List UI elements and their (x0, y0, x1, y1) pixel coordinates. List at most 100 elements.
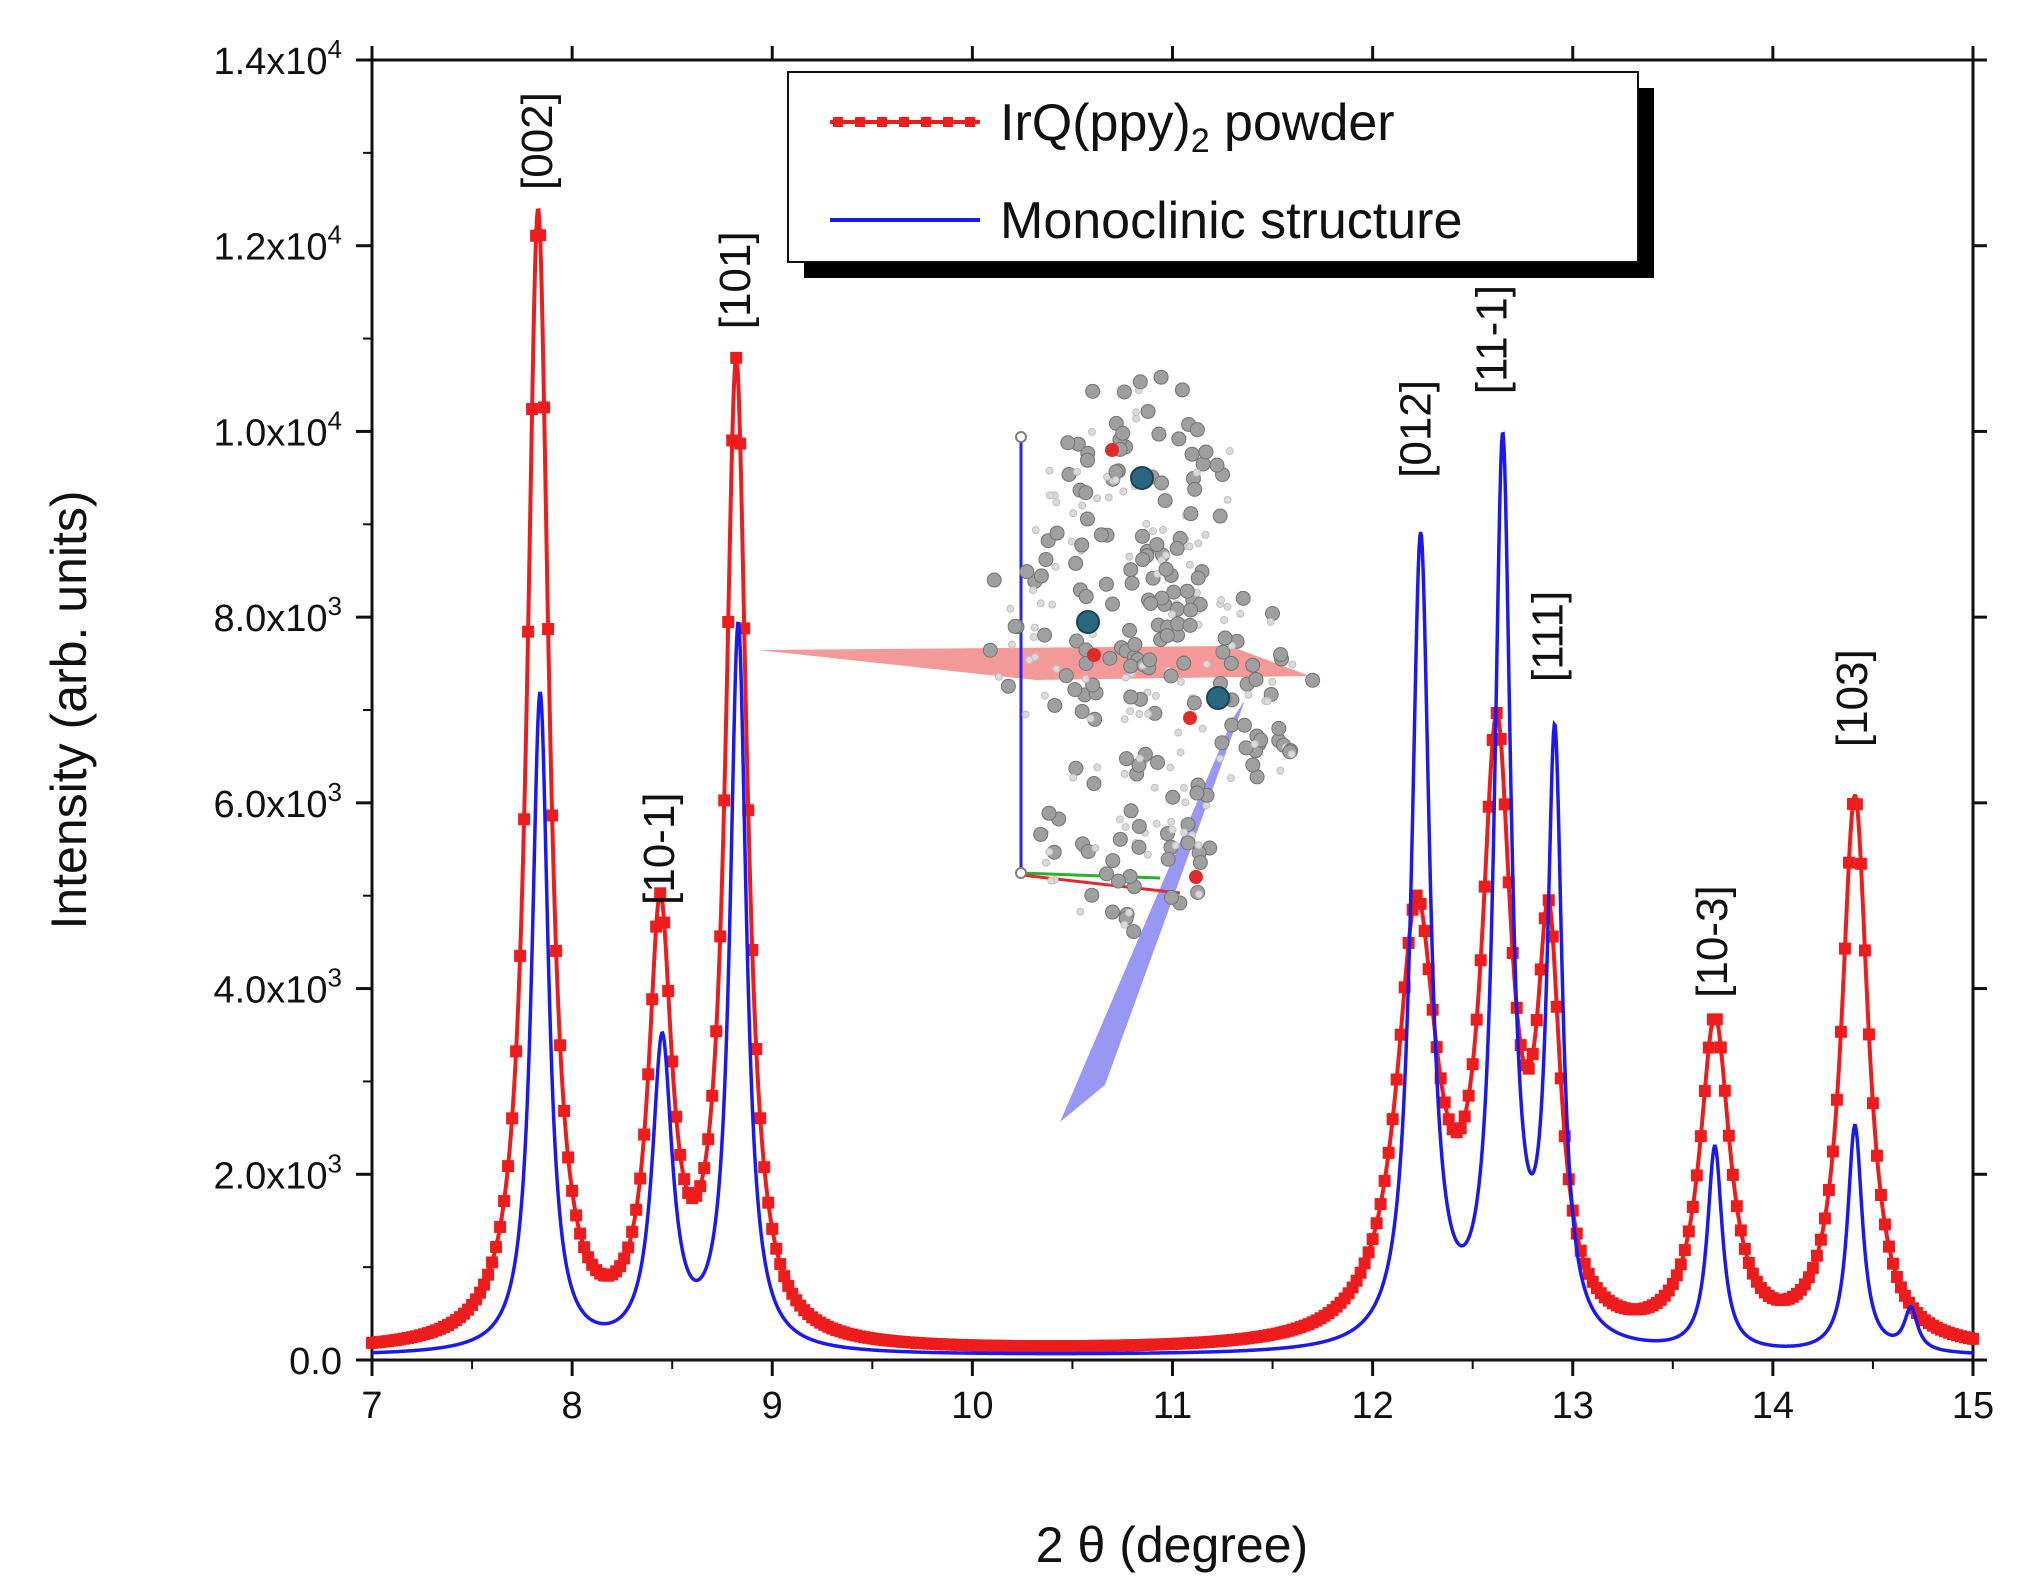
data-point (774, 1258, 787, 1271)
atom (1038, 552, 1054, 568)
atom (1143, 850, 1152, 859)
data-point (674, 1148, 687, 1161)
data-point (1818, 1212, 1831, 1225)
atom (1179, 583, 1195, 599)
atom (1006, 604, 1015, 613)
data-point (646, 993, 659, 1006)
atom (1264, 606, 1280, 622)
atom (1115, 425, 1131, 441)
atom (1049, 525, 1065, 541)
data-point (1702, 1041, 1715, 1054)
x-tick-label: 13 (1552, 1385, 1594, 1427)
atom (1120, 769, 1129, 778)
atom (1123, 803, 1139, 819)
data-point (770, 1242, 783, 1255)
atom (1052, 664, 1061, 673)
atom (1033, 826, 1049, 842)
atom (1168, 825, 1177, 834)
data-point (570, 1209, 583, 1222)
data-point (678, 1173, 691, 1186)
legend-entry: Monoclinic structure (830, 192, 1462, 250)
atom (1119, 487, 1128, 496)
atom (1074, 537, 1090, 553)
atom (1163, 889, 1179, 905)
data-point (1870, 1149, 1883, 1162)
series-monoclinic (371, 431, 1974, 1356)
atom (1238, 740, 1254, 756)
atom (1182, 617, 1198, 633)
legend-marker (877, 117, 887, 127)
atom (1037, 627, 1053, 643)
data-point (1722, 1129, 1735, 1142)
data-point (1858, 944, 1871, 957)
data-point (1967, 1332, 1979, 1345)
atom (1276, 766, 1285, 775)
data-point (1814, 1233, 1827, 1246)
data-point (1466, 1058, 1479, 1071)
atom (1166, 763, 1175, 772)
data-point (666, 1055, 679, 1068)
atom (1123, 689, 1139, 705)
data-point (562, 1151, 575, 1164)
data-point (522, 625, 535, 638)
atom (1236, 609, 1245, 618)
data-series (366, 208, 1979, 1356)
data-point (718, 794, 731, 807)
y-tick-label: 6.0x103 (213, 777, 342, 826)
data-point (1530, 1014, 1543, 1027)
atom (1149, 537, 1165, 553)
data-point (1866, 1097, 1879, 1110)
atom (1131, 839, 1147, 855)
atom (1045, 847, 1054, 856)
atom (1226, 774, 1235, 783)
atom (1052, 498, 1061, 507)
atom (1099, 866, 1115, 882)
atom (1105, 596, 1121, 612)
atom (1152, 819, 1161, 828)
atom (1093, 763, 1102, 772)
atom (1151, 691, 1160, 700)
atom (1067, 682, 1083, 698)
atom (1185, 542, 1194, 551)
atom (1140, 403, 1156, 419)
atom (1085, 677, 1101, 693)
data-point (574, 1227, 587, 1240)
atom (1194, 841, 1203, 850)
data-point (1854, 857, 1867, 870)
atom (1068, 555, 1084, 571)
atom (1244, 690, 1253, 699)
data-point (1890, 1270, 1903, 1283)
y-tick-label: 0.0 (289, 1341, 342, 1383)
data-point (758, 1161, 771, 1174)
atom (982, 642, 998, 658)
data-point (1710, 1013, 1723, 1026)
atom (1202, 801, 1211, 810)
atom (1074, 703, 1090, 719)
atom (1135, 552, 1151, 568)
atom (1112, 831, 1128, 847)
atom (1086, 714, 1095, 723)
data-point (1438, 1096, 1451, 1109)
atom (1245, 657, 1261, 673)
data-point (654, 887, 667, 900)
atom (1248, 671, 1264, 687)
atom (1142, 652, 1158, 668)
atom (1168, 610, 1177, 619)
atom (1093, 527, 1109, 543)
legend-marker (833, 117, 843, 127)
data-point (554, 1039, 567, 1052)
data-point (1394, 1028, 1407, 1041)
atom (1051, 562, 1060, 571)
atom (1187, 481, 1203, 497)
data-point (1714, 1041, 1727, 1054)
atom (1184, 446, 1200, 462)
data-point (1730, 1200, 1743, 1213)
data-point (1362, 1246, 1375, 1259)
iridium-atom (1076, 610, 1100, 634)
data-point (1442, 1113, 1455, 1126)
series-powder (366, 208, 1979, 1353)
atom (1121, 822, 1130, 831)
data-point (1370, 1217, 1383, 1230)
atom (1190, 570, 1206, 586)
